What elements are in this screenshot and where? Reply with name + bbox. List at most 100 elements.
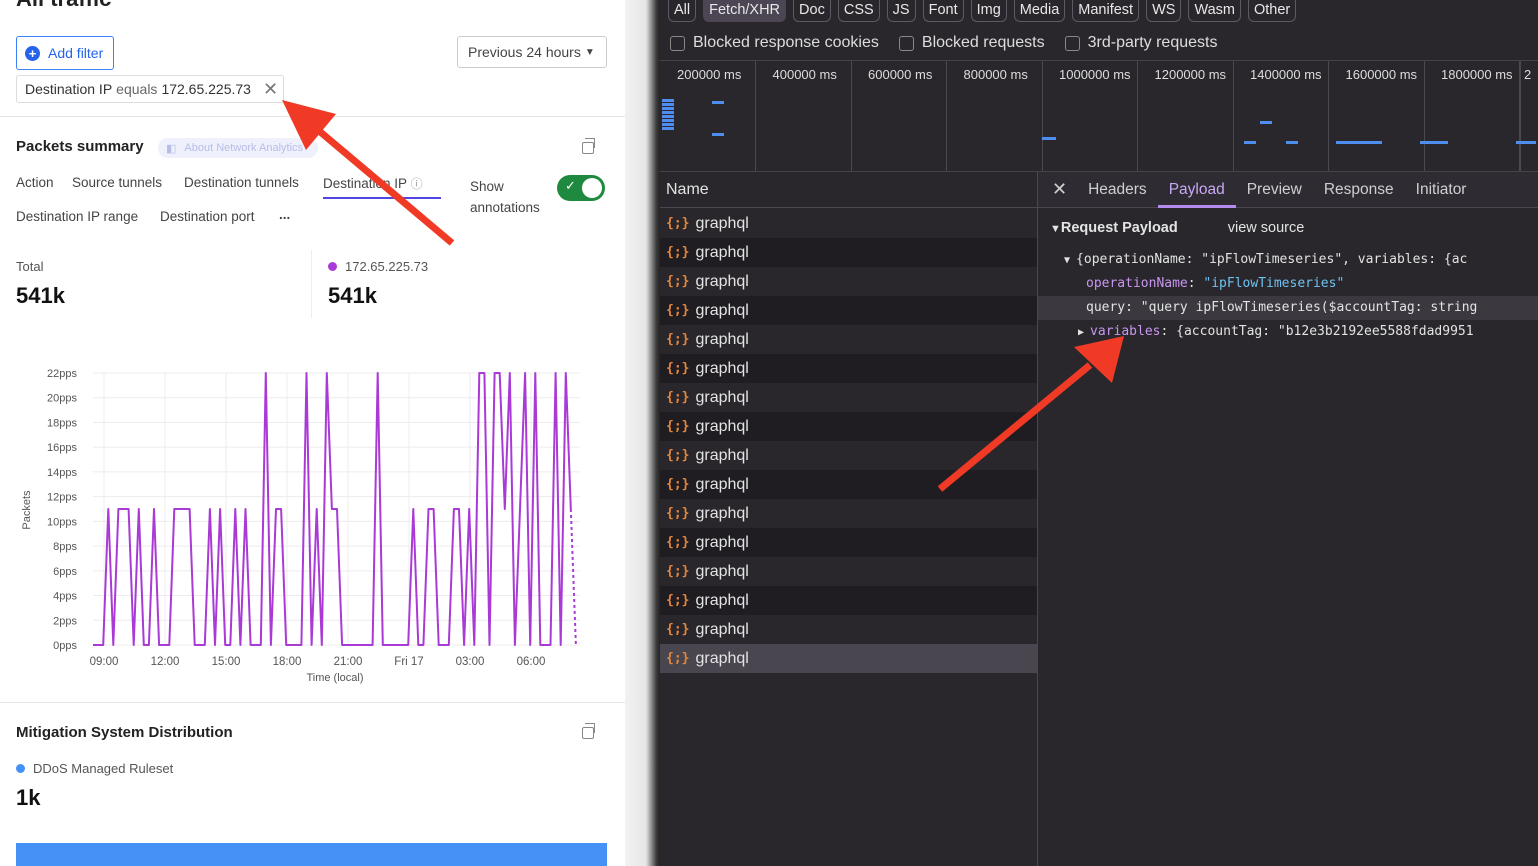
request-row[interactable]: {;} graphql bbox=[660, 354, 1037, 383]
payload-variables[interactable]: ▶ variables: {accountTag: "b12e3b2192ee5… bbox=[1078, 324, 1474, 339]
request-row[interactable]: {;} graphql bbox=[660, 557, 1037, 586]
x-tick-label: Fri 17 bbox=[394, 656, 423, 668]
request-row[interactable]: {;} graphql bbox=[660, 238, 1037, 267]
timeline-gridline bbox=[1519, 61, 1520, 171]
y-tick-label: 16pps bbox=[47, 442, 77, 454]
checkbox-box[interactable] bbox=[1064, 35, 1080, 51]
checkbox-box[interactable] bbox=[898, 35, 914, 51]
filter-fetch-xhr[interactable]: Fetch/XHR bbox=[703, 0, 787, 22]
graphql-icon: {;} bbox=[666, 448, 690, 463]
graphql-icon: {;} bbox=[666, 216, 690, 231]
check-icon: ✓ bbox=[565, 178, 576, 193]
section-title: Request Payload bbox=[1060, 220, 1178, 236]
checkbox-blocked-requests[interactable]: Blocked requests bbox=[898, 34, 1045, 52]
filter-doc[interactable]: Doc bbox=[793, 0, 831, 22]
annotations-toggle[interactable]: ✓ bbox=[557, 175, 605, 201]
divider bbox=[0, 702, 625, 703]
filter-all[interactable]: All bbox=[668, 0, 697, 22]
filter-other[interactable]: Other bbox=[1248, 0, 1297, 22]
about-network-analytics-link[interactable]: ◧ About Network Analytics bbox=[158, 138, 318, 158]
filter-js[interactable]: JS bbox=[886, 0, 916, 22]
triangle-right-icon: ▶ bbox=[1078, 327, 1091, 338]
network-overview-timeline[interactable]: 200000 ms 400000 ms 600000 ms 800000 ms 1000… bbox=[660, 60, 1538, 172]
y-tick-label: 2pps bbox=[53, 615, 77, 627]
graphql-icon: {;} bbox=[666, 245, 690, 260]
more-tabs-button[interactable]: ... bbox=[279, 207, 291, 222]
tab-source-tunnels[interactable]: Source tunnels bbox=[72, 175, 163, 190]
tab-destination-tunnels[interactable]: Destination tunnels bbox=[184, 175, 299, 190]
y-tick-label: 0pps bbox=[53, 640, 77, 652]
close-icon[interactable]: ✕ bbox=[1052, 179, 1068, 199]
timeline-gridline bbox=[755, 61, 756, 171]
timeline-request-bar bbox=[662, 111, 674, 114]
timeline-label: 200000 ms bbox=[677, 67, 742, 82]
checkbox-3rd-party-requests[interactable]: 3rd-party requests bbox=[1064, 34, 1217, 52]
timeline-gridline bbox=[946, 61, 947, 171]
payload-view: ▼ Request Payload view source ▼ {operation… bbox=[1038, 216, 1538, 344]
timeline-gridline bbox=[1232, 61, 1234, 171]
tab-headers[interactable]: Headers bbox=[1088, 180, 1147, 198]
filter-ws[interactable]: WS bbox=[1146, 0, 1182, 22]
request-row[interactable]: {;} graphql bbox=[660, 586, 1037, 615]
timeline-gridline bbox=[1041, 61, 1043, 171]
timeline-label: 400000 ms bbox=[772, 67, 837, 82]
timeline-request-bar bbox=[1042, 137, 1056, 140]
filter-css[interactable]: CSS bbox=[837, 0, 880, 22]
tab-payload[interactable]: Payload bbox=[1157, 172, 1236, 208]
filter-manifest[interactable]: Manifest bbox=[1072, 0, 1140, 22]
request-row[interactable]: {;} graphql bbox=[660, 267, 1037, 296]
request-row[interactable]: {;} graphql bbox=[660, 644, 1037, 673]
request-name: graphql bbox=[695, 330, 749, 348]
request-row[interactable]: {;} graphql bbox=[660, 499, 1037, 528]
filter-wasm[interactable]: Wasm bbox=[1188, 0, 1241, 22]
request-row[interactable]: {;} graphql bbox=[660, 296, 1037, 325]
checkbox-box[interactable] bbox=[670, 35, 685, 51]
request-row[interactable]: {;} graphql bbox=[660, 615, 1037, 644]
expand-icon[interactable] bbox=[582, 723, 595, 739]
graphql-icon: {;} bbox=[666, 535, 690, 550]
checkbox-blocked-response-cookies[interactable]: Blocked response cookies bbox=[670, 34, 879, 52]
tab-destination-ip[interactable]: Destination IP ⓘ bbox=[323, 175, 441, 199]
request-row[interactable]: {;} graphql bbox=[660, 528, 1037, 557]
request-row[interactable]: {;} graphql bbox=[660, 441, 1037, 470]
request-name: graphql bbox=[695, 214, 749, 232]
y-tick-label: 12pps bbox=[47, 492, 77, 504]
mitigation-legend: DDoS Managed Ruleset bbox=[16, 761, 173, 776]
request-name: graphql bbox=[695, 272, 749, 290]
add-filter-button[interactable]: + Add filter bbox=[16, 36, 114, 70]
tab-preview[interactable]: Preview bbox=[1246, 180, 1302, 198]
timeline-label: 1600000 ms bbox=[1345, 67, 1418, 82]
request-row[interactable]: {;} graphql bbox=[660, 383, 1037, 412]
filter-font[interactable]: Font bbox=[922, 0, 964, 22]
total-label: Total bbox=[16, 259, 44, 274]
tab-response[interactable]: Response bbox=[1323, 180, 1394, 198]
name-column-header[interactable]: Name bbox=[660, 172, 1037, 208]
request-payload-header[interactable]: ▼Request Payload view source bbox=[1038, 216, 1538, 240]
detail-tabs: ✕ Headers Payload Preview Response Initiator bbox=[1038, 172, 1538, 208]
resource-type-filters: All Fetch/XHR Doc CSS JS Font Img Media Manifest… bbox=[668, 0, 1297, 22]
tab-action[interactable]: Action bbox=[16, 175, 54, 190]
request-name: graphql bbox=[695, 504, 749, 522]
view-source-link[interactable]: view source bbox=[1227, 220, 1305, 236]
expand-icon[interactable] bbox=[582, 138, 595, 154]
payload-operation-name: operationName: "ipFlowTimeseries" bbox=[1086, 276, 1345, 291]
request-row[interactable]: {;} graphql bbox=[660, 325, 1037, 354]
tab-destination-port[interactable]: Destination port bbox=[160, 209, 255, 224]
time-range-select[interactable]: Previous 24 hours ▼ bbox=[457, 36, 607, 68]
request-row[interactable]: {;} graphql bbox=[660, 209, 1037, 238]
timeline-request-bar bbox=[662, 103, 674, 106]
triangle-down-icon: ▼ bbox=[1064, 255, 1077, 266]
request-name: graphql bbox=[695, 475, 749, 493]
add-filter-label: Add filter bbox=[48, 45, 104, 61]
tab-initiator[interactable]: Initiator bbox=[1415, 180, 1467, 198]
filter-media[interactable]: Media bbox=[1013, 0, 1066, 22]
filter-img[interactable]: Img bbox=[970, 0, 1007, 22]
payload-summary[interactable]: ▼ {operationName: "ipFlowTimeseries", va… bbox=[1038, 248, 1538, 272]
tab-destination-ip-range[interactable]: Destination IP range bbox=[16, 209, 139, 224]
request-row[interactable]: {;} graphql bbox=[660, 470, 1037, 499]
timeline-label: 800000 ms bbox=[963, 67, 1028, 82]
toggle-knob bbox=[582, 178, 602, 198]
packets-chart: 0pps 2pps 4pps 6pps 8pps 10pps 12pps 14pps 16pps… bbox=[21, 368, 580, 684]
request-row[interactable]: {;} graphql bbox=[660, 412, 1037, 441]
remove-filter-icon[interactable]: ✕ bbox=[262, 78, 279, 99]
